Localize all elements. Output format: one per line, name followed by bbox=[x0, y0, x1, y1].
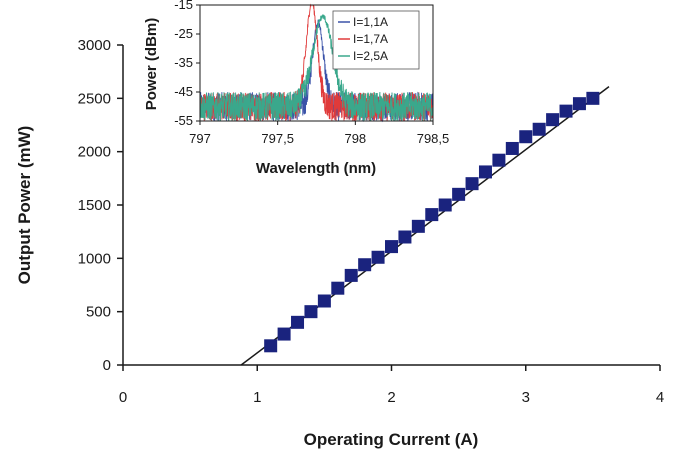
inset-y-tick-label: -45 bbox=[174, 84, 193, 99]
legend-entry: I=2,5A bbox=[353, 49, 388, 63]
data-point bbox=[438, 198, 452, 212]
data-point bbox=[411, 219, 425, 233]
legend-entry: I=1,1A bbox=[353, 15, 388, 29]
inset-legend: I=1,1A I=1,7A I=2,5A bbox=[332, 10, 420, 70]
x-tick-label: 3 bbox=[522, 389, 530, 406]
inset-x-tick-label: 798 bbox=[344, 131, 366, 146]
data-point bbox=[317, 294, 331, 308]
data-point bbox=[519, 130, 533, 144]
y-tick-label: 1500 bbox=[78, 197, 111, 214]
y-axis-label: Output Power (mW) bbox=[15, 126, 34, 285]
inset-x-axis-label: Wavelength (nm) bbox=[256, 160, 376, 177]
main-plot: 0 1 2 3 4 0 500 1000 1500 2000 2500 3000 Operating… bbox=[15, 37, 664, 449]
inset-x-tick-label: 798,5 bbox=[417, 131, 450, 146]
data-point bbox=[478, 165, 492, 179]
inset-y-axis-label: Power (dBm) bbox=[143, 18, 160, 111]
x-tick-label: 1 bbox=[253, 389, 261, 406]
inset-x-tick-label: 797,5 bbox=[261, 131, 294, 146]
data-point bbox=[586, 91, 600, 105]
data-point bbox=[559, 104, 573, 118]
legend-entry: I=1,7A bbox=[353, 32, 388, 46]
y-tick-label: 500 bbox=[86, 304, 111, 321]
data-point bbox=[358, 258, 372, 272]
data-point bbox=[344, 268, 358, 282]
inset-y-tick-label: -25 bbox=[174, 26, 193, 41]
y-tick-label: 1000 bbox=[78, 250, 111, 267]
spectrum-trace bbox=[199, 14, 434, 122]
x-axis-label: Operating Current (A) bbox=[304, 430, 479, 449]
x-tick-label: 4 bbox=[656, 389, 664, 406]
data-point bbox=[331, 281, 345, 295]
data-point bbox=[371, 250, 385, 264]
data-point bbox=[452, 187, 466, 201]
data-point bbox=[425, 208, 439, 222]
y-tick-label: 0 bbox=[103, 357, 111, 374]
legend-box bbox=[332, 10, 420, 70]
y-tick-label: 3000 bbox=[78, 37, 111, 54]
spectrum-traces bbox=[199, 3, 434, 123]
data-point bbox=[546, 113, 560, 127]
inset-x-tick-label: 797 bbox=[189, 131, 211, 146]
x-ticks: 0 1 2 3 4 bbox=[119, 365, 664, 406]
data-point bbox=[505, 141, 519, 155]
data-point bbox=[398, 230, 412, 244]
x-tick-label: 2 bbox=[387, 389, 395, 406]
data-point bbox=[492, 153, 506, 167]
data-point bbox=[277, 327, 291, 341]
y-ticks: 0 500 1000 1500 2000 2500 3000 bbox=[78, 37, 123, 374]
inset-x-ticks: 797 797,5 798 798,5 bbox=[189, 121, 449, 146]
y-tick-label: 2000 bbox=[78, 144, 111, 161]
data-point bbox=[264, 339, 278, 353]
data-point bbox=[532, 122, 546, 136]
inset-y-tick-label: -15 bbox=[174, 0, 193, 12]
y-tick-label: 2500 bbox=[78, 90, 111, 107]
inset-y-ticks: -15 -25 -35 -45 -55 bbox=[174, 0, 200, 128]
inset-y-tick-label: -35 bbox=[174, 55, 193, 70]
inset-y-tick-label: -55 bbox=[174, 113, 193, 128]
inset-spectrum-plot: 797 797,5 798 798,5 -15-25-35-45-55 I=1,1AI… bbox=[143, 0, 449, 177]
data-point bbox=[385, 240, 398, 254]
data-point bbox=[291, 315, 305, 329]
data-markers bbox=[264, 91, 600, 353]
x-tick-label: 0 bbox=[119, 389, 127, 406]
data-point bbox=[572, 97, 586, 111]
data-point bbox=[465, 177, 479, 191]
data-point bbox=[304, 305, 318, 319]
